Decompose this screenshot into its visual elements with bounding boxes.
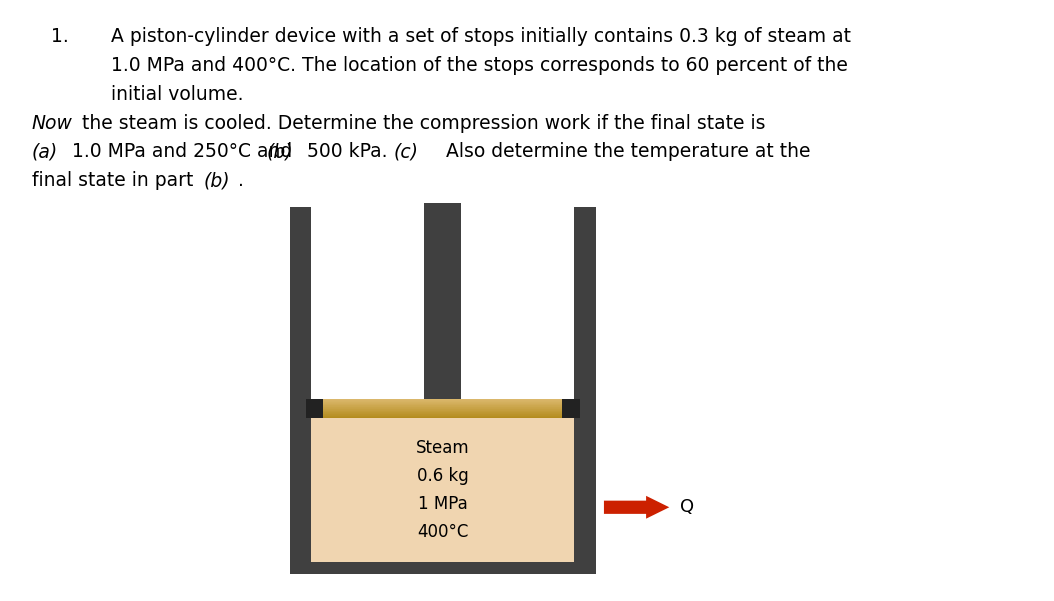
Bar: [574, 207, 596, 574]
Bar: [311, 410, 574, 411]
Bar: [311, 399, 574, 400]
Bar: [311, 402, 574, 403]
Text: 1.0 MPa and 250°C and: 1.0 MPa and 250°C and: [66, 142, 298, 162]
Text: (c): (c): [393, 142, 418, 162]
Text: Q: Q: [680, 498, 694, 516]
Text: Steam
0.6 kg
1 MPa
400°C: Steam 0.6 kg 1 MPa 400°C: [416, 439, 469, 541]
Text: Now: Now: [32, 114, 73, 133]
Text: final state in part: final state in part: [32, 171, 199, 191]
Bar: [311, 403, 574, 404]
Text: 1.: 1.: [51, 27, 69, 46]
Bar: [311, 416, 574, 417]
Bar: [306, 399, 324, 418]
Bar: [311, 408, 574, 409]
Text: (b): (b): [203, 171, 230, 191]
Bar: [311, 409, 574, 410]
Text: the steam is cooled. Determine the compression work if the final state is: the steam is cooled. Determine the compr…: [76, 114, 765, 133]
Bar: [311, 404, 574, 405]
Text: A piston-cylinder device with a set of stops initially contains 0.3 kg of steam : A piston-cylinder device with a set of s…: [111, 27, 851, 46]
Text: Also determine the temperature at the: Also determine the temperature at the: [428, 142, 811, 162]
Bar: [311, 418, 574, 562]
Bar: [311, 400, 574, 401]
Bar: [311, 415, 574, 416]
FancyArrow shape: [604, 496, 669, 519]
Bar: [311, 401, 574, 402]
Text: (b): (b): [267, 142, 293, 162]
Bar: [311, 412, 574, 413]
Text: initial volume.: initial volume.: [111, 85, 243, 104]
Text: .: .: [238, 171, 245, 191]
Bar: [290, 207, 311, 574]
Bar: [311, 417, 574, 418]
Bar: [424, 203, 462, 399]
Text: (a): (a): [32, 142, 58, 162]
Bar: [311, 405, 574, 406]
Bar: [290, 562, 596, 574]
Bar: [311, 407, 574, 408]
Bar: [311, 413, 574, 414]
Bar: [311, 406, 574, 407]
Text: 500 kPa.: 500 kPa.: [301, 142, 394, 162]
Text: 1.0 MPa and 400°C. The location of the stops corresponds to 60 percent of the: 1.0 MPa and 400°C. The location of the s…: [111, 56, 847, 75]
Bar: [311, 411, 574, 412]
Bar: [562, 399, 580, 418]
Bar: [311, 414, 574, 415]
